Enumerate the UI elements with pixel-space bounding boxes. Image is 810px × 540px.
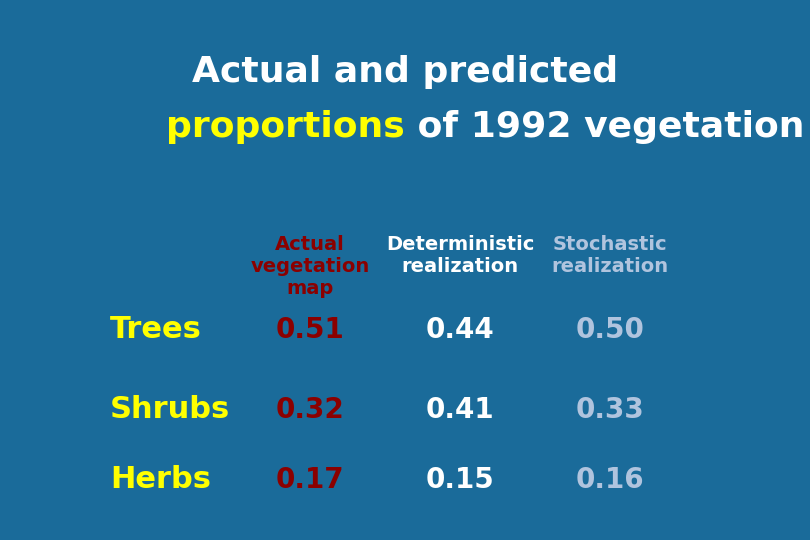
Text: Stochastic
realization: Stochastic realization	[552, 235, 668, 276]
Text: Trees: Trees	[110, 315, 202, 345]
Text: Shrubs: Shrubs	[110, 395, 230, 424]
Text: 0.50: 0.50	[576, 316, 645, 344]
Text: 0.15: 0.15	[425, 466, 494, 494]
Text: 0.16: 0.16	[576, 466, 644, 494]
Text: Actual and predicted: Actual and predicted	[192, 55, 618, 89]
Text: of 1992 vegetation: of 1992 vegetation	[405, 110, 804, 144]
Text: Herbs: Herbs	[110, 465, 211, 495]
Text: Deterministic
realization: Deterministic realization	[386, 235, 534, 276]
Text: proportions: proportions	[166, 110, 405, 144]
Text: proportions of 1992 vegetation: proportions of 1992 vegetation	[86, 110, 724, 144]
Text: proportions of 1992 vegetation: proportions of 1992 vegetation	[86, 110, 724, 144]
Text: 0.33: 0.33	[576, 396, 645, 424]
Text: 0.32: 0.32	[275, 396, 344, 424]
Text: 0.41: 0.41	[426, 396, 494, 424]
Text: 0.44: 0.44	[425, 316, 494, 344]
Text: 0.51: 0.51	[275, 316, 344, 344]
Text: 0.17: 0.17	[275, 466, 344, 494]
Text: Actual
vegetation
map: Actual vegetation map	[250, 235, 369, 298]
